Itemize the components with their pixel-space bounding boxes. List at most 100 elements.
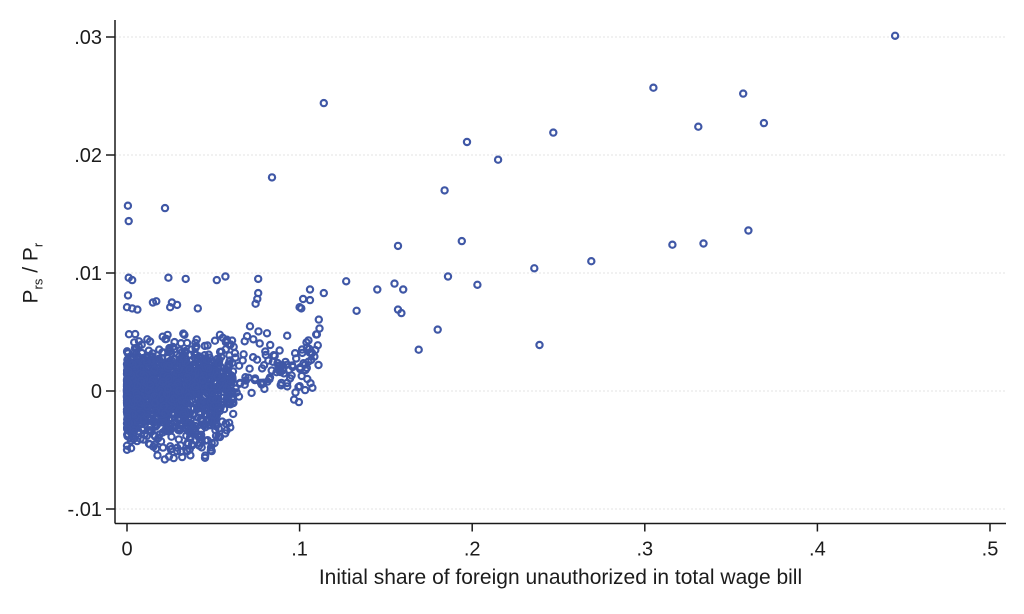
data-point bbox=[212, 372, 222, 381]
y-tick-label: .02 bbox=[74, 145, 102, 167]
data-point bbox=[174, 435, 183, 444]
data-point bbox=[224, 418, 234, 427]
data-point bbox=[259, 378, 268, 387]
data-point bbox=[167, 408, 176, 418]
data-point bbox=[240, 337, 249, 346]
data-point bbox=[283, 331, 292, 340]
data-point bbox=[163, 384, 173, 394]
data-point bbox=[133, 351, 142, 360]
data-point bbox=[144, 426, 153, 435]
data-point bbox=[227, 371, 236, 380]
data-point bbox=[133, 381, 142, 390]
data-point bbox=[319, 98, 328, 108]
data-point bbox=[123, 413, 132, 422]
data-point bbox=[305, 295, 315, 305]
data-point bbox=[266, 340, 275, 350]
data-point bbox=[167, 444, 177, 453]
data-point bbox=[397, 308, 406, 318]
data-point bbox=[223, 391, 232, 400]
data-point bbox=[297, 304, 306, 313]
data-point bbox=[267, 173, 277, 182]
data-point bbox=[200, 451, 210, 460]
x-tick-label: .1 bbox=[291, 539, 308, 561]
data-point bbox=[275, 346, 284, 355]
data-point bbox=[146, 380, 155, 390]
data-point bbox=[226, 400, 235, 409]
x-tick-label: .5 bbox=[982, 539, 999, 561]
data-point bbox=[310, 352, 319, 361]
data-point bbox=[262, 329, 272, 338]
data-point bbox=[744, 226, 753, 235]
data-point bbox=[305, 285, 315, 294]
data-point bbox=[493, 155, 503, 164]
data-point bbox=[164, 452, 174, 461]
data-point bbox=[699, 239, 708, 248]
data-point bbox=[440, 186, 449, 195]
data-point bbox=[187, 440, 197, 449]
data-point bbox=[230, 348, 240, 358]
data-point bbox=[158, 443, 168, 452]
data-point bbox=[150, 398, 160, 408]
data-point bbox=[163, 330, 172, 340]
data-point bbox=[174, 426, 183, 435]
data-point bbox=[143, 335, 152, 344]
y-tick-label: 0 bbox=[91, 381, 102, 403]
data-point bbox=[181, 274, 190, 284]
data-point bbox=[183, 438, 192, 448]
data-point bbox=[221, 272, 230, 281]
data-point bbox=[190, 421, 200, 431]
data-point bbox=[232, 388, 241, 397]
data-point bbox=[179, 415, 189, 424]
data-point bbox=[215, 347, 225, 357]
data-point bbox=[172, 300, 182, 310]
data-point bbox=[164, 361, 174, 370]
data-point bbox=[192, 335, 201, 344]
x-tick-label: .2 bbox=[464, 539, 481, 561]
data-point bbox=[224, 371, 233, 380]
data-point bbox=[433, 325, 442, 334]
y-tick-label: -.01 bbox=[68, 499, 102, 521]
data-point bbox=[221, 336, 231, 346]
data-point bbox=[240, 380, 249, 389]
data-point bbox=[251, 299, 260, 308]
data-point bbox=[301, 365, 310, 375]
data-point bbox=[530, 264, 539, 273]
data-point bbox=[208, 395, 217, 405]
data-point bbox=[312, 330, 322, 339]
data-point bbox=[184, 365, 194, 374]
data-point bbox=[668, 240, 677, 249]
data-point bbox=[414, 345, 423, 354]
data-point bbox=[298, 348, 307, 358]
data-point bbox=[249, 335, 258, 344]
data-point bbox=[152, 297, 161, 306]
data-point bbox=[390, 279, 399, 288]
data-point bbox=[150, 440, 159, 449]
data-point bbox=[373, 285, 382, 294]
data-point bbox=[250, 374, 260, 383]
data-point bbox=[195, 438, 204, 448]
data-point bbox=[122, 445, 132, 454]
x-tick-label: .3 bbox=[636, 539, 653, 561]
data-point bbox=[176, 339, 186, 348]
data-point bbox=[739, 89, 748, 98]
data-point bbox=[222, 395, 231, 404]
data-point bbox=[133, 305, 142, 314]
data-point bbox=[211, 421, 221, 431]
data-point bbox=[182, 425, 191, 434]
data-point bbox=[193, 368, 203, 377]
data-point bbox=[214, 359, 224, 368]
data-point bbox=[188, 355, 197, 365]
data-point bbox=[252, 355, 262, 364]
data-point bbox=[196, 426, 206, 435]
data-point bbox=[198, 375, 207, 385]
data-point bbox=[203, 341, 212, 350]
data-point bbox=[238, 356, 247, 365]
data-point bbox=[124, 367, 133, 376]
data-point bbox=[122, 396, 132, 405]
x-axis-title: Initial share of foreign unauthorized in… bbox=[318, 566, 803, 589]
data-point bbox=[212, 275, 221, 285]
data-point bbox=[314, 360, 323, 370]
data-point bbox=[457, 236, 466, 246]
data-point bbox=[890, 31, 900, 41]
